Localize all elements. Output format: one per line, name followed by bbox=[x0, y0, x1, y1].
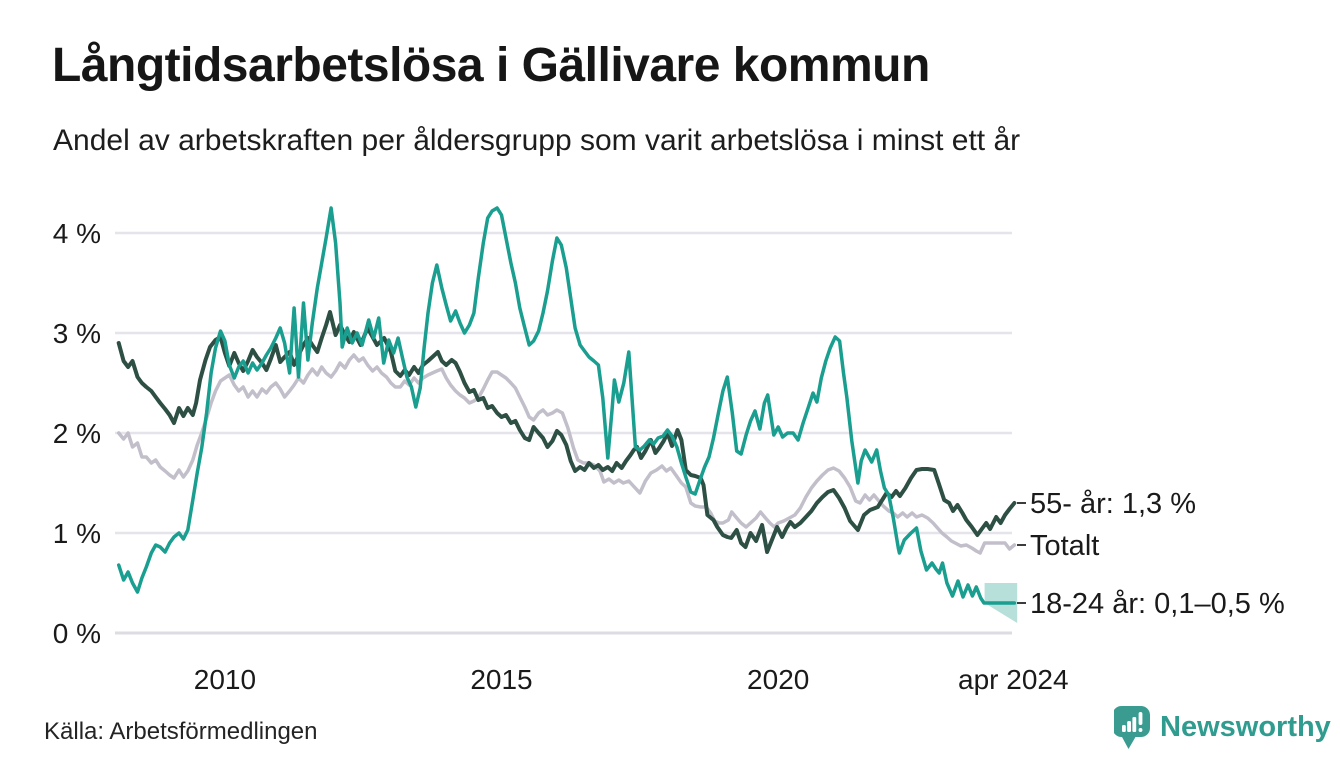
source-note: Källa: Arbetsförmedlingen bbox=[44, 718, 318, 745]
chart-subtitle: Andel av arbetskraften per åldersgrupp s… bbox=[53, 124, 1021, 157]
logo-bar-3 bbox=[1132, 717, 1137, 732]
brand-name: Newsworthy bbox=[1160, 711, 1331, 743]
logo-bubble bbox=[1114, 706, 1150, 749]
y-axis-tick-label: 1 % bbox=[53, 518, 101, 549]
series-line-18-24 bbox=[116, 206, 1017, 605]
series-end-label-18-24: 18-24 år: 0,1–0,5 % bbox=[1030, 588, 1285, 620]
x-axis-tick-label: apr 2024 bbox=[958, 664, 1069, 695]
series-line-totalt bbox=[116, 353, 1017, 555]
x-axis-tick-label: 2015 bbox=[470, 664, 532, 695]
chart-title: Långtidsarbetslösa i Gällivare kommun bbox=[52, 39, 930, 92]
y-axis-tick-label: 0 % bbox=[53, 618, 101, 649]
series-end-label-55plus: 55- år: 1,3 % bbox=[1030, 488, 1196, 520]
y-axis-tick-label: 3 % bbox=[53, 318, 101, 349]
y-axis-tick-label: 2 % bbox=[53, 418, 101, 449]
logo-bar-1 bbox=[1122, 725, 1126, 732]
logo-exclamation-bar bbox=[1138, 712, 1143, 725]
x-axis-tick-label: 2020 bbox=[747, 664, 809, 695]
logo-exclamation-dot bbox=[1138, 728, 1143, 732]
newsworthy-brand: Newsworthy bbox=[1114, 706, 1331, 749]
y-axis-tick-label: 4 % bbox=[53, 218, 101, 249]
x-axis-tick-label: 2010 bbox=[194, 664, 256, 695]
logo-bar-2 bbox=[1127, 721, 1131, 732]
series-end-label-totalt: Totalt bbox=[1030, 530, 1099, 562]
newsworthy-logo-icon bbox=[1114, 706, 1150, 749]
